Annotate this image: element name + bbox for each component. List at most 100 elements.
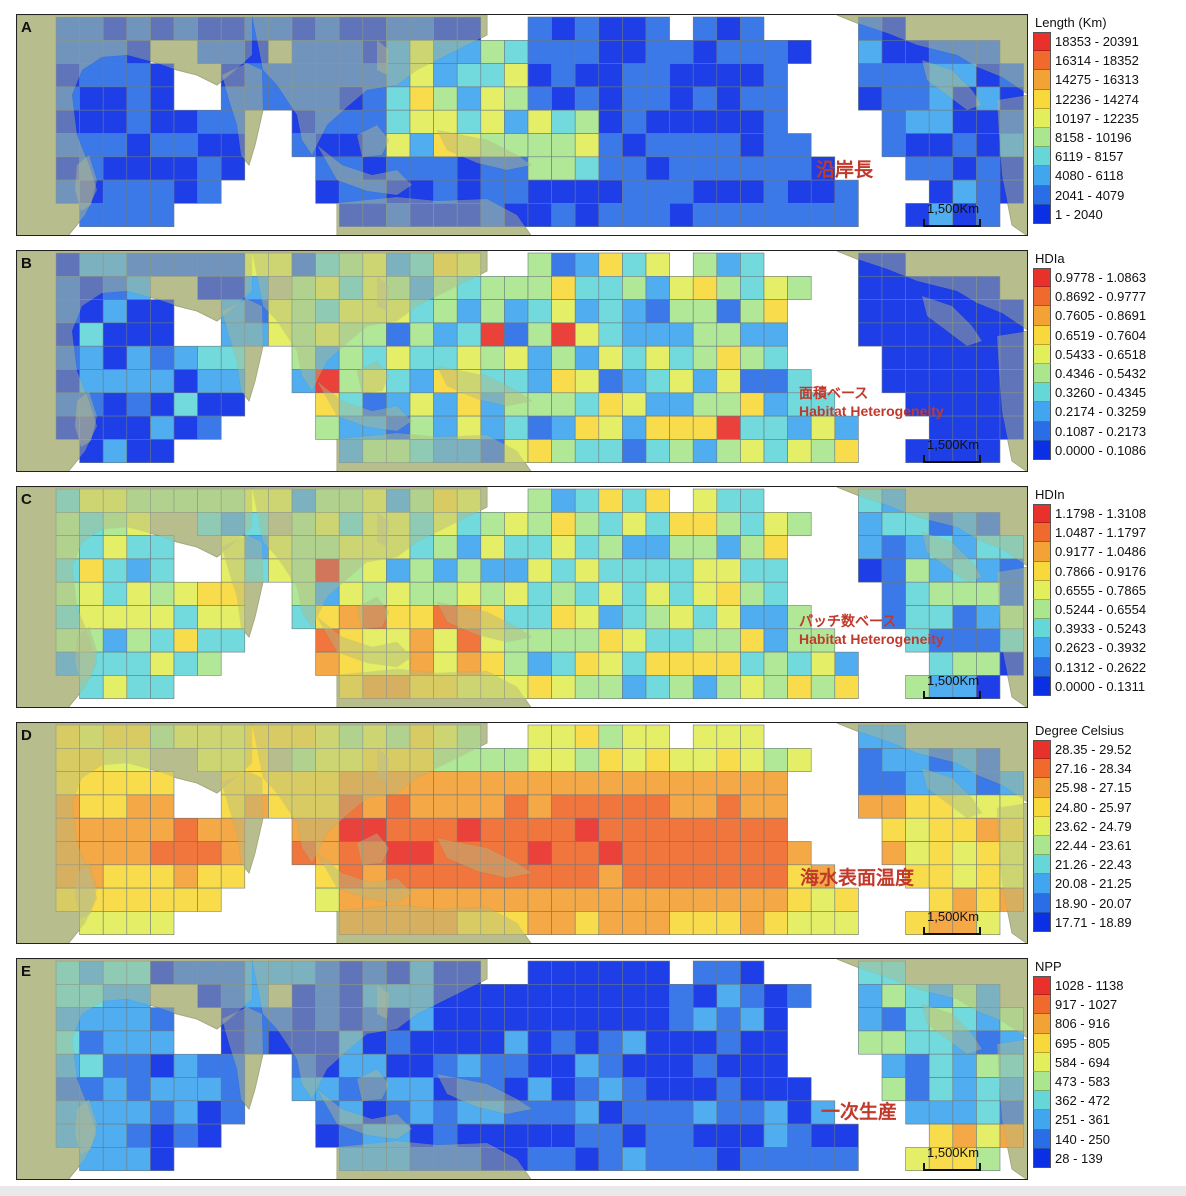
grid-cell — [480, 275, 505, 300]
grid-cell — [834, 439, 859, 463]
legend-item: 0.1087 - 0.2173 — [1033, 421, 1183, 441]
grid-cell — [622, 817, 647, 842]
grid-cell — [126, 558, 151, 583]
grid-cell — [598, 1123, 623, 1148]
grid-cell — [787, 133, 812, 158]
grid-cell — [645, 299, 670, 324]
land-shade-4 — [357, 597, 389, 629]
grid-cell — [527, 488, 552, 513]
grid-cell — [386, 605, 411, 630]
grid-cell — [976, 581, 1001, 606]
panel-letter: C — [21, 491, 32, 508]
legend-title: Degree Celsius — [1035, 723, 1124, 738]
legend-label: 1028 - 1138 — [1055, 978, 1124, 994]
grid-cell — [976, 415, 1001, 440]
grid-cell — [150, 133, 175, 158]
legend-label: 2041 - 4079 — [1055, 187, 1125, 203]
grid-cell — [574, 133, 600, 158]
grid-cell — [126, 841, 151, 866]
grid-cell — [692, 86, 718, 111]
land-shade-8 — [377, 512, 389, 547]
scale-bar-label: 1,500Km — [927, 909, 980, 924]
legend-label: 28 - 139 — [1055, 1150, 1103, 1166]
grid-cell — [622, 794, 647, 819]
grid-cell — [574, 605, 600, 630]
grid-cell — [716, 651, 741, 676]
grid-cell — [858, 535, 883, 560]
grid-cell — [527, 1147, 552, 1171]
annotation-line: Habitat Heterogeneity — [799, 631, 944, 647]
grid-cell — [598, 535, 623, 560]
grid-cell — [740, 747, 765, 772]
grid-cell — [787, 275, 812, 300]
land-shade-5 — [437, 838, 532, 878]
legend-item: 806 - 916 — [1033, 1014, 1183, 1034]
grid-cell — [692, 109, 718, 134]
grid-cell — [999, 179, 1024, 204]
grid-cell — [740, 511, 765, 536]
grid-cell — [740, 960, 765, 985]
grid-cell — [150, 1030, 175, 1055]
grid-cell — [480, 558, 505, 583]
land-shade-4 — [357, 361, 389, 393]
grid-cell — [716, 841, 741, 866]
grid-cell — [740, 275, 765, 300]
grid-cell — [787, 1077, 812, 1102]
legend-items: 0.9778 - 1.0863 0.8692 - 0.9777 0.7605 - 0… — [1033, 268, 1183, 460]
grid-cell — [126, 369, 151, 394]
grid-cell — [598, 581, 623, 606]
grid-cell — [102, 558, 128, 583]
legend-item: 473 - 583 — [1033, 1071, 1183, 1092]
grid-cell — [692, 179, 718, 204]
grid-cell — [645, 415, 670, 440]
legend-items: 1.1798 - 1.3108 1.0487 - 1.1797 0.9177 - 1… — [1033, 504, 1183, 696]
grid-cell — [622, 369, 647, 394]
grid-cell — [527, 651, 552, 676]
grid-cell — [527, 1077, 552, 1102]
grid-cell — [102, 133, 128, 158]
grid-cell — [433, 299, 458, 324]
grid-cell — [645, 887, 670, 912]
grid-cell — [716, 675, 741, 699]
grid-cell — [622, 16, 647, 41]
grid-cell — [740, 252, 765, 277]
land-shade-3 — [317, 145, 412, 195]
legend-swatch — [1033, 561, 1051, 581]
legend-title: Length (Km) — [1035, 15, 1107, 30]
grid-cell — [551, 369, 576, 394]
grid-cell — [173, 1123, 198, 1148]
legend-label: 0.9177 - 1.0486 — [1055, 544, 1147, 560]
grid-cell — [456, 1007, 482, 1032]
legend-swatch — [1033, 1129, 1051, 1149]
land-shade-7 — [75, 155, 97, 211]
grid-cell — [598, 39, 623, 64]
grid-cell — [622, 581, 647, 606]
land-shade-8 — [377, 40, 389, 75]
grid-cell — [527, 983, 552, 1008]
grid-cell — [527, 16, 552, 41]
grid-cell — [456, 558, 482, 583]
grid-cell — [527, 581, 552, 606]
grid-cell — [574, 887, 600, 912]
grid-cell — [173, 1053, 198, 1078]
grid-cell — [574, 628, 600, 653]
legend-label: 0.4346 - 0.5432 — [1055, 366, 1147, 382]
grid-cell — [79, 794, 104, 819]
land-shade-0 — [17, 723, 252, 943]
legend-swatch — [1033, 287, 1051, 307]
grid-cell — [102, 322, 128, 347]
grid-cell — [622, 1030, 647, 1055]
grid-cell — [102, 1053, 128, 1078]
grid-cell — [574, 1007, 600, 1032]
grid-cell — [645, 179, 670, 204]
grid-cell — [669, 369, 694, 394]
grid-cell — [598, 887, 623, 912]
grid-cell — [952, 864, 977, 889]
grid-cell — [834, 1123, 859, 1148]
legend-label: 0.2623 - 0.3932 — [1055, 640, 1147, 656]
grid-cell — [810, 179, 836, 204]
grid-cell — [551, 439, 576, 463]
grid-cell — [740, 558, 765, 583]
grid-cell — [881, 841, 906, 866]
grid-cell — [102, 605, 128, 630]
